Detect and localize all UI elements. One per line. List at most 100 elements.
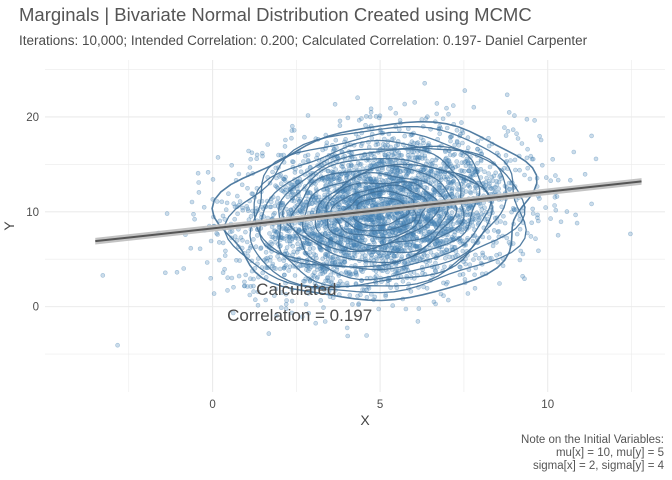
scatter-point <box>466 183 471 188</box>
scatter-point <box>474 210 480 215</box>
scatter-point <box>303 222 309 228</box>
scatter-point <box>379 177 385 183</box>
scatter-point <box>380 167 385 172</box>
scatter-point <box>451 180 456 185</box>
scatter-point <box>375 217 381 223</box>
scatter-point <box>269 224 275 230</box>
scatter-point <box>404 171 410 177</box>
scatter-point <box>289 192 294 197</box>
scatter-point <box>442 264 447 270</box>
scatter-point <box>573 212 578 218</box>
scatter-point <box>431 210 436 215</box>
scatter-point <box>412 195 418 201</box>
scatter-point <box>281 225 287 230</box>
scatter-point <box>354 242 360 248</box>
scatter-point <box>447 254 452 260</box>
scatter-point <box>555 232 561 238</box>
scatter-point <box>278 181 284 186</box>
scatter-point <box>407 242 413 248</box>
scatter-point <box>470 217 475 223</box>
scatter-point <box>543 205 548 210</box>
scatter-point <box>452 152 458 157</box>
scatter-point <box>393 230 399 236</box>
scatter-point <box>582 172 588 177</box>
scatter-point <box>364 294 370 300</box>
scatter-point <box>408 217 414 223</box>
scatter-point <box>450 103 456 108</box>
scatter-point <box>419 117 425 122</box>
scatter-point <box>465 291 471 296</box>
scatter-point <box>288 207 294 213</box>
scatter-point <box>354 222 359 227</box>
scatter-point <box>371 176 377 182</box>
scatter-point <box>380 216 385 222</box>
scatter-point <box>324 140 330 145</box>
scatter-point <box>164 211 170 216</box>
scatter-point <box>326 179 331 185</box>
scatter-point <box>514 131 519 136</box>
scatter-point <box>486 171 491 176</box>
scatter-point <box>501 165 507 171</box>
scatter-point <box>513 167 518 173</box>
scatter-point <box>434 220 440 226</box>
scatter-point <box>280 176 286 182</box>
scatter-point <box>220 240 226 246</box>
scatter-point <box>472 272 477 278</box>
scatter-point <box>512 157 518 163</box>
scatter-point <box>318 238 324 243</box>
scatter-point <box>442 255 448 261</box>
scatter-point <box>363 173 368 179</box>
scatter-point <box>431 299 437 305</box>
scatter-point <box>388 106 393 111</box>
scatter-point <box>439 250 444 255</box>
scatter-point <box>405 259 411 265</box>
scatter-point <box>487 256 492 261</box>
scatter-point <box>382 238 387 244</box>
scatter-point <box>329 220 335 226</box>
scatter-point <box>459 120 464 125</box>
scatter-point <box>548 178 554 183</box>
scatter-point <box>443 155 449 161</box>
scatter-point <box>391 153 397 159</box>
scatter-point <box>388 144 394 150</box>
scatter-point <box>314 232 320 238</box>
scatter-point <box>323 252 329 257</box>
scatter-point <box>399 254 405 260</box>
scatter-point <box>486 178 492 184</box>
scatter-point <box>188 245 194 251</box>
scatter-point <box>297 208 303 214</box>
scatter-point <box>349 163 355 168</box>
scatter-point <box>417 196 423 201</box>
scatter-point <box>357 162 363 167</box>
scatter-point <box>482 169 487 174</box>
scatter-point <box>229 275 235 281</box>
scatter-point <box>274 199 280 205</box>
scatter-point <box>328 175 334 180</box>
scatter-point <box>373 114 379 119</box>
scatter-point <box>258 245 264 251</box>
scatter-point <box>478 158 484 164</box>
scatter-point <box>399 153 405 158</box>
scatter-point <box>353 186 359 191</box>
scatter-point <box>422 214 427 220</box>
scatter-point <box>490 243 496 249</box>
scatter-point <box>517 257 523 263</box>
scatter-point <box>519 141 525 146</box>
scatter-point <box>488 255 494 261</box>
scatter-point <box>347 228 353 233</box>
scatter-point <box>432 209 437 214</box>
scatter-point <box>266 331 272 336</box>
scatter-point <box>471 257 476 262</box>
scatter-point <box>497 281 502 286</box>
scatter-point <box>409 211 415 217</box>
scatter-point <box>415 319 421 324</box>
scatter-point <box>332 102 338 107</box>
scatter-point <box>307 246 313 252</box>
scatter-point <box>413 196 419 201</box>
scatter-point <box>423 177 429 182</box>
scatter-point <box>290 252 296 258</box>
scatter-point <box>461 259 466 265</box>
scatter-point <box>385 177 391 183</box>
scatter-point <box>298 169 304 175</box>
caption-line: sigma[x] = 2, sigma[y] = 4 <box>532 460 664 472</box>
